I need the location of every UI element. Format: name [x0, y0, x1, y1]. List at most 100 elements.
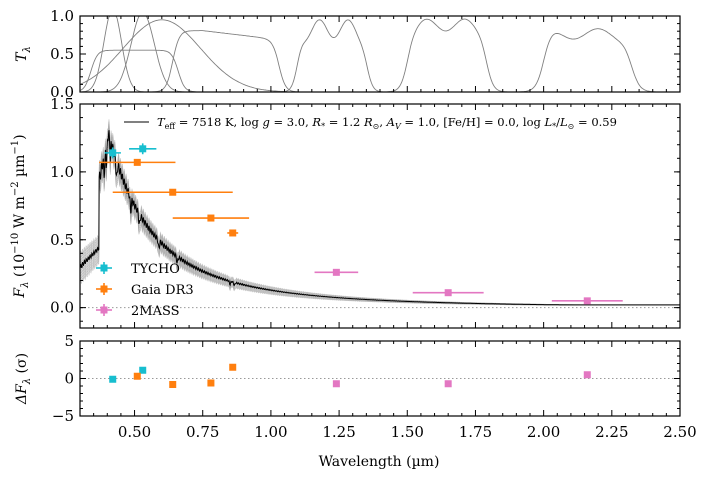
x-tick-label: 1.25 [322, 423, 355, 441]
model-sample-spectrum [79, 132, 680, 306]
legend-av-sub: V [395, 122, 402, 131]
y-tick-label: 1.0 [50, 163, 74, 181]
model-sample-spectrum [79, 119, 680, 306]
model-sample-spectrum [79, 127, 680, 306]
flux-ylabel-exp1: −10 [10, 233, 21, 254]
legend-label: 2MASS [131, 304, 180, 319]
y-tick-label: 0.5 [50, 45, 74, 63]
model-sample-spectrum [79, 123, 680, 306]
photometry-point [551, 297, 623, 305]
legend-av: A [386, 115, 395, 129]
model-sample-spectrum [79, 125, 680, 306]
residual-point [229, 363, 237, 371]
flux-ylabel-exp2: −2 [10, 181, 21, 196]
best-fit-model-spectrum [79, 130, 680, 306]
residual-point [207, 379, 215, 387]
legend-g-val: = 3.0, [270, 115, 313, 129]
transmission-ylabel-sub: λ [22, 46, 33, 53]
filter-curve [80, 30, 680, 93]
filter-curve [80, 19, 680, 93]
flux-ylabel-mid: W m [12, 196, 28, 233]
flux-ylabel: Fλ (10−10 W m−2 µm−1) [10, 134, 31, 298]
legend-lsun: L [559, 115, 568, 129]
legend-comma: , [379, 115, 386, 129]
photometry-point [104, 147, 121, 159]
legend-r: R [311, 115, 321, 129]
legend-l-val: = 0.59 [574, 115, 617, 129]
legend-l-slash: / [556, 115, 560, 129]
x-tick-label: 1.00 [254, 423, 287, 441]
photometry-point [172, 214, 250, 222]
flux-panel: 0.0 0.5 1.0 1.5 Fλ (10−10 W m−2 µm−1) Teff … [10, 95, 681, 329]
series-legend: TYCHO Gaia DR3 2MASS [96, 262, 194, 319]
model-sample-spectrum [79, 130, 680, 306]
residuals-ylabel: ΔFλ (σ) [14, 353, 33, 405]
legend-teff: T [157, 115, 166, 129]
x-tick-labels: 0.50 0.75 1.00 1.25 1.50 1.75 2.00 2.25 2.50 [118, 423, 697, 441]
legend-entry: Gaia DR3 [96, 283, 194, 298]
flux-ylabel-end: ) [12, 134, 28, 139]
photometry-point [129, 143, 157, 155]
x-tick-label: 1.50 [391, 423, 424, 441]
flux-ylabel-exp3: −1 [10, 140, 21, 155]
residual-point [139, 366, 147, 374]
transmission-panel: 0.0 0.5 1.0 Tλ [14, 7, 681, 101]
photometry-point [227, 229, 239, 237]
model-sample-spectrum [79, 121, 680, 306]
legend-r-sub: * [321, 122, 325, 131]
y-tick-label: 0.5 [50, 231, 74, 249]
legend-l-sub: * [552, 122, 556, 131]
y-tick-label: 0.0 [50, 83, 74, 101]
legend-lsun-sub: ⊙ [568, 122, 575, 131]
legend-g: g [262, 115, 269, 129]
photometry-point [314, 268, 359, 276]
residual-point [109, 375, 117, 383]
x-tick-label: 0.50 [118, 423, 151, 441]
flux-ticks: 0.0 0.5 1.0 1.5 [50, 95, 681, 328]
x-tick-label: 0.75 [186, 423, 219, 441]
filter-curve [80, 28, 680, 93]
photometry-point [99, 158, 176, 166]
x-tick-label: 2.00 [527, 423, 560, 441]
legend-l: L [544, 115, 553, 129]
y-tick-label: −5 [52, 407, 74, 425]
photometry-point [412, 289, 484, 297]
flux-ylabel-rest: (10 [12, 254, 28, 282]
model-legend-text: Teff = 7518 K, log g = 3.0, R* = 1.2 R⊙,… [157, 115, 617, 131]
flux-ylabel-sub: λ [20, 282, 31, 289]
model-legend: Teff = 7518 K, log g = 3.0, R* = 1.2 R⊙,… [124, 115, 617, 131]
x-tick-label: 2.25 [595, 423, 628, 441]
x-tick-label: 1.75 [459, 423, 492, 441]
model-sample-spectrum [79, 143, 680, 306]
residual-points [109, 363, 591, 388]
filter-curve [80, 18, 680, 93]
filter-curve [79, 49, 680, 93]
legend-entry: TYCHO [96, 262, 180, 277]
residuals-panel: −5 0 5 ΔFλ (σ) [14, 332, 681, 425]
legend-rsun-sub: ⊙ [373, 122, 380, 131]
transmission-ylabel: Tλ [14, 46, 33, 62]
model-sample-spectrum [79, 141, 680, 306]
residual-point [169, 381, 177, 388]
filter-curve [79, 19, 680, 93]
residuals-ticks: −5 0 5 [52, 332, 681, 425]
residual-point [583, 371, 591, 379]
legend-av-val: = 1.0, [Fe/H] = 0.0, log [401, 115, 545, 129]
x-axis-label: Wavelength (µm) [319, 454, 440, 470]
residual-point [332, 380, 340, 388]
residual-point [444, 380, 452, 388]
filter-transmission-curves [79, 15, 680, 93]
flux-ylabel-main: F [12, 287, 28, 299]
legend-teff-val: = 7518 K, log [175, 115, 262, 129]
flux-ylabel-mid2: µm [12, 155, 28, 182]
residual-point [133, 372, 141, 380]
model-sample-spectra [79, 119, 680, 306]
legend-rsun: R [363, 115, 373, 129]
transmission-ticks: 0.0 0.5 1.0 [50, 7, 681, 101]
model-sample-spectrum [79, 134, 680, 306]
residuals-ylabel-sub: λ [22, 378, 33, 385]
y-tick-label: 1.5 [50, 95, 74, 113]
legend-r-val: = 1.2 [325, 115, 364, 129]
y-tick-label: 1.0 [50, 7, 74, 25]
